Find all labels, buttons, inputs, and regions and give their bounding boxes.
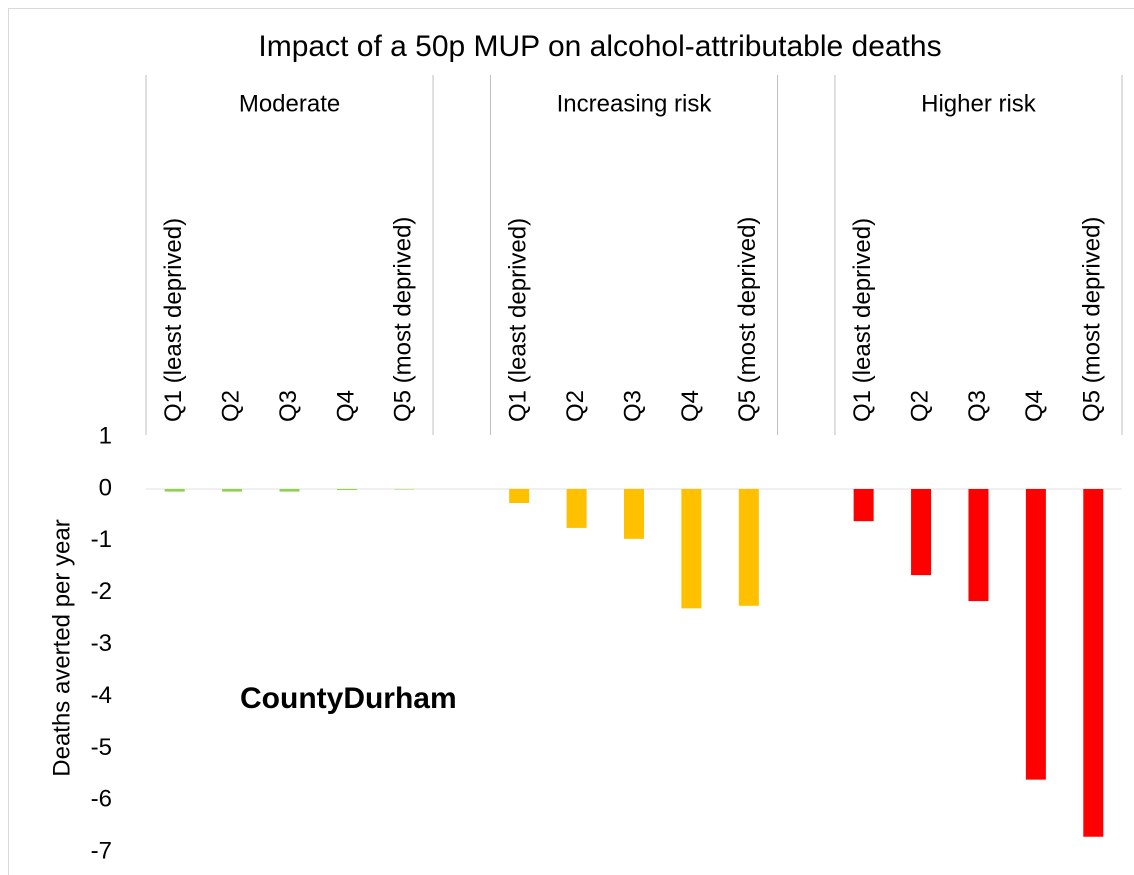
bar — [681, 489, 702, 609]
x-tick-label: Q3 — [275, 390, 302, 422]
x-tick-label: Q5 (most deprived) — [1079, 217, 1106, 422]
bar — [968, 489, 989, 602]
x-tick-label: Q1 (least deprived) — [160, 218, 187, 422]
bar — [1083, 489, 1104, 837]
bar — [509, 489, 530, 504]
y-tick-label: -5 — [91, 734, 112, 761]
y-tick-label: -6 — [91, 786, 112, 813]
bar — [279, 489, 300, 492]
bar — [624, 489, 644, 539]
group-label: Higher risk — [921, 90, 1037, 117]
group-label: Increasing risk — [557, 90, 713, 117]
x-tick-label: Q1 (least deprived) — [849, 218, 876, 422]
annotation: CountyDurham — [240, 682, 457, 715]
chart-title: Impact of a 50p MUP on alcohol-attributa… — [258, 30, 941, 63]
y-tick-label: -3 — [91, 630, 112, 657]
y-tick-label: -7 — [91, 838, 112, 865]
x-tick-label: Q4 — [677, 390, 704, 422]
y-tick-label: -4 — [91, 682, 112, 709]
y-tick-label: -2 — [91, 578, 112, 605]
y-tick-label: -1 — [91, 526, 112, 553]
bar — [336, 489, 357, 491]
x-tick-label: Q5 (most deprived) — [734, 217, 761, 422]
x-tick-label: Q5 (most deprived) — [390, 217, 417, 422]
x-tick-label: Q2 — [906, 390, 933, 422]
bar — [394, 489, 415, 490]
group-label: Moderate — [239, 90, 340, 117]
y-axis-label: Deaths averted per year — [48, 519, 75, 776]
x-tick-label: Q4 — [1021, 390, 1048, 422]
x-tick-label: Q2 — [562, 390, 589, 422]
chart-border — [8, 8, 1134, 875]
bar — [1025, 489, 1046, 780]
bar — [222, 489, 243, 492]
y-tick-label: 1 — [99, 422, 112, 449]
x-tick-label: Q1 (least deprived) — [505, 218, 532, 422]
x-tick-label: Q4 — [332, 390, 359, 422]
x-tick-label: Q3 — [964, 390, 991, 422]
x-tick-label: Q3 — [619, 390, 646, 422]
bar — [853, 489, 874, 522]
y-tick-label: 0 — [99, 474, 112, 501]
bar — [164, 489, 185, 492]
bar — [566, 489, 587, 528]
bar — [738, 489, 759, 606]
bar — [911, 489, 932, 576]
x-tick-label: Q2 — [217, 390, 244, 422]
